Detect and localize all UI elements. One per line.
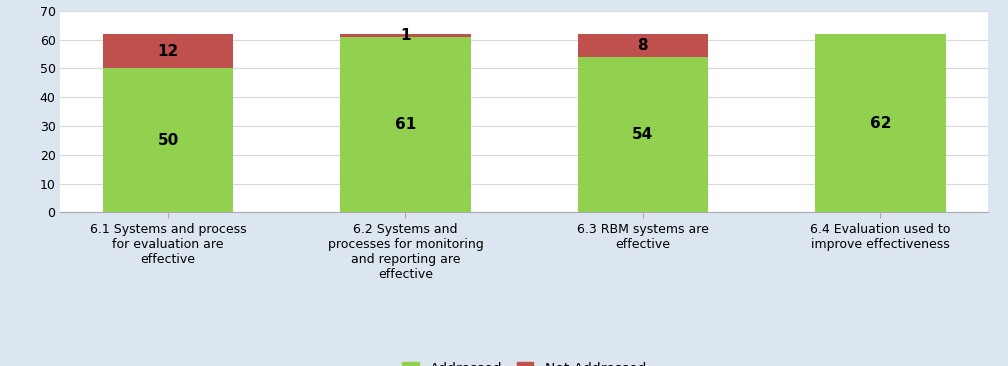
Text: 1: 1 [400, 28, 410, 43]
Bar [103, 34, 233, 68]
Bar [815, 34, 946, 212]
Text: 50: 50 [157, 133, 178, 148]
Bar [578, 57, 709, 212]
Bar [578, 34, 709, 57]
Legend: Addressed, Not Addressed: Addressed, Not Addressed [402, 362, 646, 366]
Text: 61: 61 [395, 117, 416, 132]
Text: 62: 62 [870, 116, 891, 131]
Bar [340, 37, 471, 212]
Text: 54: 54 [632, 127, 653, 142]
Text: 12: 12 [157, 44, 178, 59]
Text: 8: 8 [638, 38, 648, 53]
Bar [340, 34, 471, 37]
Bar [103, 68, 233, 212]
